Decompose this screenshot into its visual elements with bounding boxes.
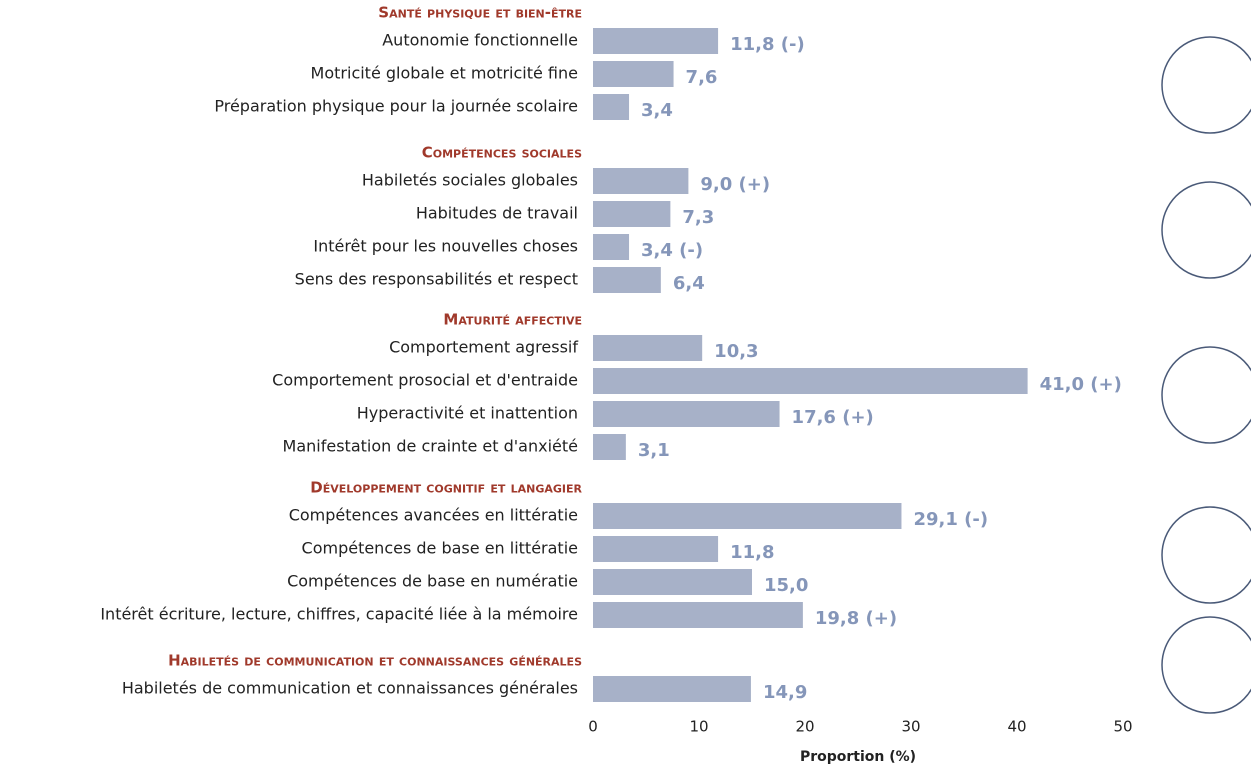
x-tick-label: 30: [901, 718, 920, 736]
icon: [1161, 181, 1251, 279]
value-label: 3,1: [638, 440, 670, 461]
group-header: Santé physique et bien-être: [378, 4, 582, 22]
y-tick-label: Compétences de base en littératie: [302, 539, 578, 558]
icon: [1161, 36, 1251, 134]
value-label: 19,8 (+): [815, 608, 897, 629]
bar: [593, 368, 1028, 394]
bar: [593, 503, 902, 529]
bar: [593, 676, 751, 702]
y-tick-label: Hyperactivité et inattention: [357, 404, 578, 423]
value-label: 3,4: [641, 100, 673, 121]
value-label: 14,9: [763, 682, 807, 703]
value-label: 10,3: [714, 341, 758, 362]
value-label: 11,8 (-): [730, 34, 805, 55]
y-tick-label: Compétences avancées en littératie: [289, 506, 578, 525]
group-header: Compétences sociales: [422, 144, 582, 162]
y-tick-label: Comportement agressif: [389, 338, 578, 357]
value-label: 29,1 (-): [913, 509, 988, 530]
y-tick-label: Compétences de base en numératie: [287, 572, 578, 591]
icon: [1161, 346, 1251, 444]
bar: [593, 267, 661, 293]
bar: [593, 168, 689, 194]
value-label: 7,3: [682, 207, 714, 228]
bar: [593, 201, 671, 227]
value-label: 9,0 (+): [700, 174, 770, 195]
x-tick-label: 0: [588, 718, 598, 736]
x-tick-label: 50: [1113, 718, 1132, 736]
value-label: 3,4 (-): [641, 240, 703, 261]
x-axis-label: Proportion (%): [800, 749, 916, 765]
value-label: 6,4: [673, 273, 705, 294]
x-tick-label: 40: [1007, 718, 1026, 736]
y-tick-label: Habitudes de travail: [416, 204, 578, 223]
y-tick-label: Intérêt écriture, lecture, chiffres, cap…: [100, 605, 578, 624]
y-tick-label: Comportement prosocial et d'entraide: [272, 371, 578, 390]
y-tick-label: Manifestation de crainte et d'anxiété: [283, 437, 578, 456]
value-label: 7,6: [686, 67, 718, 88]
icons: [1161, 36, 1251, 714]
y-tick-label: Sens des responsabilités et respect: [295, 270, 578, 289]
value-label: 17,6 (+): [792, 407, 874, 428]
bar: [593, 234, 630, 260]
bar: [593, 536, 719, 562]
bar: [593, 28, 719, 54]
value-label: 11,8: [730, 542, 774, 563]
bar: [593, 602, 803, 628]
value-label: 15,0: [764, 575, 808, 596]
y-tick-label: Habiletés sociales globales: [362, 171, 578, 190]
y-tick-label: Habiletés de communication et connaissan…: [122, 679, 578, 698]
y-tick-label: Autonomie fonctionnelle: [382, 31, 578, 50]
group-header: Habiletés de communication et connaissan…: [168, 652, 582, 670]
bar: [593, 401, 780, 427]
y-tick-label: Intérêt pour les nouvelles choses: [313, 237, 578, 256]
icon: [1161, 506, 1251, 604]
icon: [1161, 616, 1251, 714]
group-header: Maturité affective: [443, 311, 582, 329]
y-tick-label: Préparation physique pour la journée sco…: [214, 97, 578, 116]
bar: [593, 434, 626, 460]
bar: [593, 335, 703, 361]
y-tick-label: Motricité globale et motricité fine: [311, 64, 578, 83]
group-header: Développement cognitif et langagier: [310, 479, 582, 497]
x-tick-label: 20: [795, 718, 814, 736]
bar: [593, 61, 674, 87]
value-label: 41,0 (+): [1040, 374, 1122, 395]
bar: [593, 94, 630, 120]
x-tick-label: 10: [689, 718, 708, 736]
bar: [593, 569, 752, 595]
